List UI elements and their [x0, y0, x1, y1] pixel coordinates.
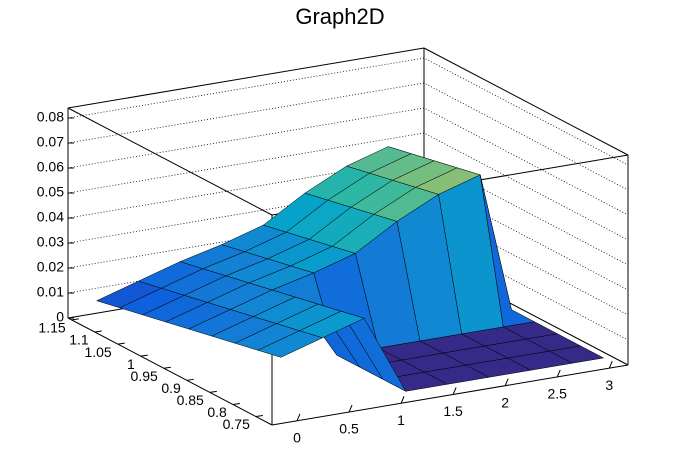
y-tick	[140, 354, 148, 357]
y-tick	[232, 402, 240, 405]
z-tick-label: 0.06	[37, 159, 64, 175]
y-tick-label: 0.8	[207, 404, 227, 420]
y-tick-label: 0.9	[161, 380, 181, 396]
y-tick-label: 1.05	[84, 344, 111, 360]
grid-line	[67, 82, 629, 191]
z-tick-label: 0.05	[37, 184, 64, 200]
y-tick	[117, 342, 125, 345]
z-tick-label: 0	[56, 309, 64, 325]
x-tick	[400, 396, 405, 404]
grid-line	[67, 182, 629, 291]
x-tick	[504, 378, 509, 386]
box-edge	[67, 47, 425, 109]
y-tick-label: 1	[127, 356, 135, 372]
y-tick	[94, 330, 102, 333]
y-tick-label: 0.85	[177, 392, 204, 408]
z-tick-label: 0.04	[37, 209, 64, 225]
grid-line	[67, 132, 629, 241]
x-tick-label: 3	[605, 377, 613, 393]
x-tick	[348, 404, 353, 413]
x-tick	[556, 369, 561, 378]
x-axis	[271, 364, 629, 426]
grid-line	[67, 207, 629, 316]
box-edge	[67, 107, 273, 216]
y-tick	[163, 366, 171, 369]
y-tick	[71, 318, 79, 321]
x-tick-label: 2.5	[547, 386, 567, 402]
y-tick	[186, 378, 194, 381]
y-tick-label: 1.15	[38, 320, 65, 336]
z-tick-label: 0.03	[37, 234, 64, 250]
x-tick	[608, 360, 613, 369]
y-axis	[67, 317, 273, 426]
x-tick-label: 1	[397, 412, 405, 428]
surface-cell	[257, 330, 324, 358]
y-tick	[209, 390, 217, 393]
grid-line	[67, 157, 629, 266]
x-tick	[296, 413, 301, 421]
z-tick-label: 0.07	[37, 134, 64, 150]
x-tick	[452, 387, 457, 395]
grid-line	[67, 107, 629, 216]
y-tick-label: 0.95	[131, 368, 158, 384]
y-tick	[255, 415, 263, 418]
grid-line	[67, 57, 629, 166]
y-tick-label: 1.1	[69, 332, 89, 348]
chart-title: Graph2D	[295, 4, 384, 29]
z-tick-label: 0.01	[37, 284, 64, 300]
x-tick-label: 2	[501, 394, 509, 410]
x-tick-label: 1.5	[443, 403, 463, 419]
z-tick-label: 0.08	[37, 109, 64, 125]
x-tick-label: 0.5	[339, 421, 359, 437]
y-tick-label: 0.75	[223, 416, 250, 432]
x-tick-label: 0	[293, 429, 301, 445]
z-tick-label: 0.02	[37, 259, 64, 275]
box-edge	[423, 47, 629, 156]
